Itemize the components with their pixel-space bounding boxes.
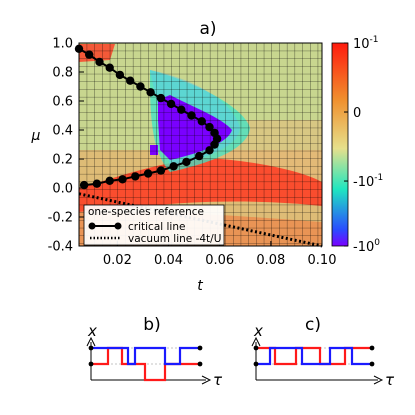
panel-c-x-label: τ (385, 371, 395, 389)
critical-point-4 (115, 70, 125, 80)
critical-point-27 (79, 180, 89, 190)
critical-point-1 (85, 50, 94, 59)
critical-point-24 (118, 175, 127, 184)
critical-point-2 (95, 57, 104, 67)
critical-point-10 (177, 105, 186, 114)
legend-entry-vacuum: vacuum line -4t/U (128, 233, 221, 245)
panel-c-title: c) (305, 315, 321, 335)
panel-a-title: a) (199, 19, 216, 39)
plot-frame (78, 42, 323, 247)
critical-point-12 (197, 117, 206, 126)
critical-point-9 (166, 99, 176, 109)
panel-c-axes (251, 336, 384, 385)
y-axis-label: μ (31, 128, 41, 144)
critical-point-22 (143, 169, 153, 178)
heatmap-panel: a) 0.02 0.04 0.06 0.08 0.10 1.0 0.8 0.6 0.4 0.2 0… (31, 19, 384, 294)
colorbar-tick-label-0: 10-1 (353, 35, 379, 52)
critical-point-6 (136, 82, 145, 91)
critical-point-3 (105, 63, 114, 72)
y-tick-label-3: 0.4 (52, 124, 73, 139)
panel-b-red-worldline (91, 346, 200, 382)
colorbar-gradient (331, 42, 349, 247)
x-tick-label-0: 0.02 (103, 253, 132, 268)
colorbar-tick-label-3: -100 (353, 238, 380, 255)
x-tick-label-1: 0.04 (154, 253, 183, 268)
critical-point-23 (131, 172, 140, 181)
critical-point-5 (126, 76, 135, 85)
vacuum-line (78, 192, 323, 248)
y-tick-label-6: -0.2 (48, 211, 73, 226)
x-tick-label-2: 0.06 (205, 253, 234, 268)
critical-point-25 (105, 176, 114, 185)
panel-c: c) x τ (251, 315, 395, 389)
colorbar-ticks: 10-1 0 -10-1 -100 (344, 35, 383, 255)
panel-b-blue-worldline (91, 346, 200, 366)
y-tick-label-2: 0.6 (52, 95, 73, 110)
panel-c-site-dots (253, 345, 375, 367)
critical-point-21 (156, 166, 166, 175)
panel-c-reference-lines (256, 347, 372, 365)
critical-point-19 (182, 157, 191, 167)
critical-point-16 (210, 140, 219, 149)
critical-point-0 (74, 44, 84, 53)
panel-c-y-label: x (253, 322, 263, 340)
legend-entry-critical: critical line (128, 221, 185, 233)
y-ticks: 1.0 0.8 0.6 0.4 0.2 0.0 -0.2 -0.4 (48, 37, 84, 255)
x-tick-label-4: 0.10 (308, 253, 337, 268)
panel-c-red-worldline (256, 346, 372, 366)
critical-point-17 (205, 146, 214, 155)
critical-point-26 (92, 179, 102, 188)
legend: one-species reference critical line vacu… (83, 204, 225, 246)
critical-point-11 (187, 111, 196, 120)
legend-critical-marker-1 (88, 222, 96, 230)
critical-point-7 (146, 88, 155, 97)
panel-b: b) x τ (86, 315, 223, 389)
y-tick-label-0: 1.0 (52, 37, 73, 52)
series-layer (74, 44, 323, 248)
colorbar-tick-label-1: 0 (353, 106, 361, 121)
panel-b-x-label: τ (213, 371, 223, 389)
colorbar: 10-1 0 -10-1 -100 (331, 35, 383, 255)
legend-title: one-species reference (88, 206, 204, 218)
y-tick-label-4: 0.2 (52, 153, 73, 168)
x-axis-label: t (197, 278, 203, 294)
panel-c-blue-worldline (256, 346, 372, 366)
panel-b-y-label: x (87, 322, 97, 340)
x-tick-label-3: 0.08 (256, 253, 285, 268)
panel-b-site-dots (88, 345, 203, 367)
legend-critical-marker-2 (114, 222, 122, 230)
critical-point-8 (156, 93, 166, 103)
colorbar-tick-label-2: -10-1 (353, 173, 383, 190)
y-tick-label-1: 0.8 (52, 66, 73, 81)
critical-point-20 (169, 162, 178, 171)
y-tick-label-7: -0.4 (48, 240, 73, 255)
panel-b-title: b) (143, 315, 160, 335)
critical-point-18 (195, 151, 204, 161)
y-tick-label-5: 0.0 (52, 182, 73, 197)
panel-b-axes (86, 336, 212, 385)
critical-point-13 (205, 122, 214, 132)
